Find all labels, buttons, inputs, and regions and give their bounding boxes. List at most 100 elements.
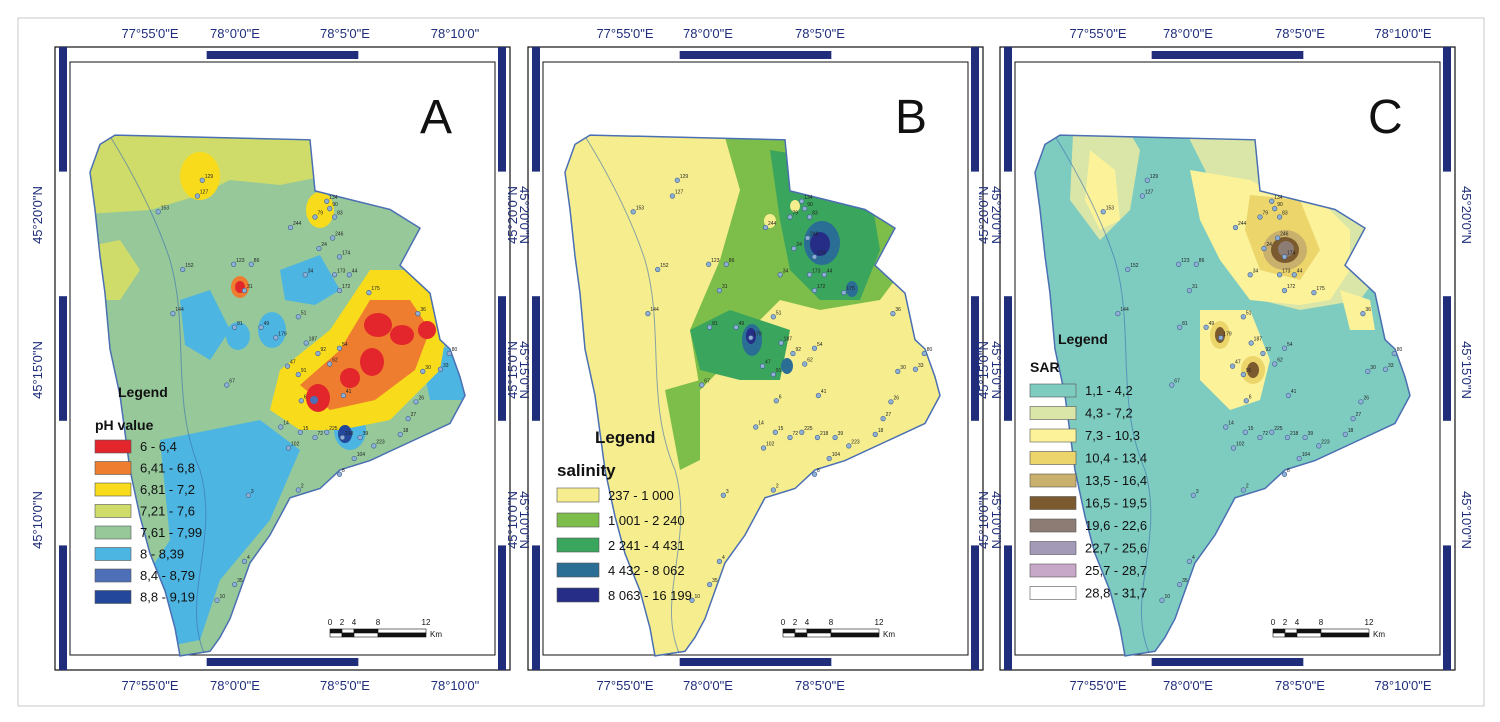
scale-segment bbox=[341, 632, 355, 638]
sample-point bbox=[232, 324, 238, 330]
sample-point-label: 18 bbox=[878, 428, 884, 434]
sample-point-label: 54 bbox=[342, 342, 348, 348]
sample-point bbox=[716, 558, 723, 565]
sample-point-label: 104 bbox=[1302, 452, 1311, 458]
sample-point-label: 92 bbox=[320, 347, 326, 353]
sample-point-label: 225 bbox=[1274, 426, 1283, 432]
sample-point bbox=[630, 209, 636, 215]
sample-point bbox=[772, 429, 778, 435]
sample-point bbox=[336, 471, 343, 477]
sample-point-label: 129 bbox=[1150, 174, 1159, 180]
sample-point bbox=[1272, 361, 1278, 367]
sample-point-label: 91 bbox=[301, 368, 307, 374]
frame-band-left bbox=[1004, 296, 1012, 421]
longitude-label-bottom: 78°10'0" bbox=[431, 678, 480, 693]
sample-point bbox=[1186, 287, 1193, 294]
scale-segment bbox=[1272, 632, 1286, 638]
sample-point-label: 90 bbox=[1277, 202, 1283, 208]
sample-point-label: 30 bbox=[1370, 365, 1376, 371]
legend-swatch bbox=[94, 547, 132, 561]
sample-point bbox=[330, 235, 336, 241]
sample-point-label: 6 bbox=[304, 394, 307, 400]
latitude-label-left: 45°15'0"N bbox=[30, 341, 45, 399]
sample-point bbox=[303, 340, 309, 346]
longitude-label-top: 78°0'0"E bbox=[1163, 26, 1213, 41]
sample-point-label: 144 bbox=[650, 307, 659, 313]
sample-point-label: 51 bbox=[776, 310, 782, 316]
legend-swatch bbox=[1029, 563, 1077, 578]
sample-point bbox=[1342, 431, 1348, 437]
frame-corner bbox=[1004, 658, 1012, 666]
sample-point-label: 246 bbox=[1280, 232, 1289, 238]
legend-label: 7,3 - 10,3 bbox=[1085, 428, 1140, 443]
sample-point-label: 34 bbox=[783, 268, 789, 274]
sample-point-label: 172 bbox=[817, 284, 826, 290]
scale-segment bbox=[1284, 632, 1298, 638]
latitude-label-right: 45°10'0"N bbox=[1459, 491, 1474, 549]
sample-point-label: 30 bbox=[900, 365, 906, 371]
sample-point-label: 44 bbox=[1297, 268, 1303, 274]
legend-title: Legend bbox=[595, 428, 655, 447]
sample-point bbox=[787, 214, 793, 220]
sample-point bbox=[1302, 434, 1308, 441]
sample-point bbox=[295, 314, 301, 320]
sample-point bbox=[295, 487, 301, 493]
sample-point bbox=[336, 345, 343, 351]
sample-point bbox=[872, 431, 878, 437]
legend-label: 1 001 - 2 240 bbox=[608, 513, 685, 528]
scale-segment bbox=[1296, 628, 1322, 634]
sample-point-label: 223 bbox=[376, 439, 385, 445]
sample-point bbox=[802, 361, 808, 367]
sample-point-label: 246 bbox=[810, 232, 819, 238]
sample-point-label: 144 bbox=[175, 307, 184, 313]
sample-point-label: 47 bbox=[1235, 360, 1241, 366]
sample-point bbox=[1139, 193, 1145, 199]
longitude-label-top: 78°5'0"E bbox=[1275, 26, 1325, 41]
sample-point-label: 83 bbox=[1282, 211, 1288, 217]
frame-corner bbox=[1443, 658, 1451, 666]
sample-point bbox=[324, 429, 330, 435]
scale-tick: 2 bbox=[1283, 618, 1288, 627]
frame-corner bbox=[59, 658, 67, 666]
sample-point bbox=[351, 455, 357, 462]
sample-point bbox=[759, 363, 766, 369]
legend-label: 237 - 1 000 bbox=[608, 488, 674, 503]
sample-point bbox=[821, 272, 827, 278]
legend-label: 8 - 8,39 bbox=[140, 547, 184, 562]
frame-band-right bbox=[971, 47, 979, 172]
legend-swatch bbox=[1029, 541, 1077, 555]
sample-point bbox=[723, 261, 729, 267]
legend-label: 6 - 6,4 bbox=[140, 439, 177, 454]
sample-point bbox=[811, 471, 818, 477]
sample-point bbox=[1100, 209, 1106, 215]
legend-swatch bbox=[1029, 518, 1077, 533]
legend-swatch bbox=[1029, 383, 1077, 398]
sample-point-label: 123 bbox=[236, 258, 245, 264]
legend-subtitle: salinity bbox=[557, 461, 616, 480]
sample-point-label: 129 bbox=[680, 174, 689, 180]
sample-point bbox=[888, 399, 894, 405]
longitude-label-top: 77°55'0"E bbox=[121, 26, 178, 41]
sample-point bbox=[324, 198, 330, 204]
legend-label: 19,6 - 22,6 bbox=[1085, 518, 1147, 533]
latitude-label-left: 45°20'0"N bbox=[30, 186, 45, 244]
sample-point-label: 102 bbox=[291, 442, 300, 448]
sample-point bbox=[357, 434, 363, 441]
scale-unit: Km bbox=[430, 630, 442, 639]
frame-band-left bbox=[532, 296, 540, 421]
sample-point-label: 152 bbox=[660, 263, 669, 269]
sample-point bbox=[339, 434, 346, 441]
frame-band-top bbox=[1151, 51, 1304, 59]
sample-point bbox=[846, 443, 852, 449]
legend-swatch bbox=[94, 525, 132, 540]
sample-point-label: 80 bbox=[927, 347, 933, 353]
frame-band-right bbox=[498, 296, 506, 421]
sample-point bbox=[802, 206, 808, 212]
sample-point bbox=[699, 382, 705, 388]
sample-point bbox=[1115, 311, 1121, 317]
scale-segment bbox=[1272, 628, 1286, 634]
sample-point-label: 179 bbox=[278, 331, 287, 337]
sample-point bbox=[231, 261, 237, 267]
